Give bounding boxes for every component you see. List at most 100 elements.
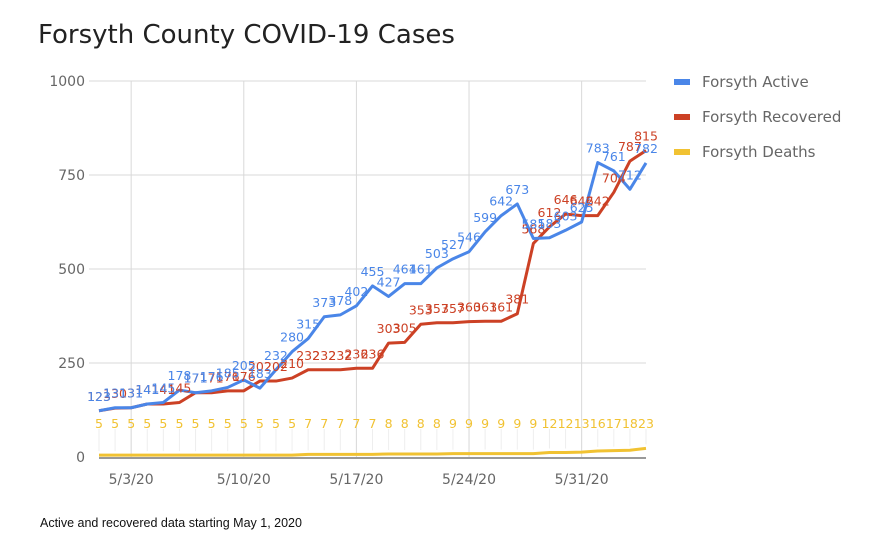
data-label: 171 <box>200 371 224 386</box>
data-label: 7 <box>320 416 328 431</box>
data-label: 461 <box>393 262 417 277</box>
data-label: 815 <box>634 129 658 144</box>
data-label: 381 <box>505 292 529 307</box>
data-label: 130 <box>103 386 127 401</box>
data-label: 5 <box>127 416 135 431</box>
footnote: Active and recovered data starting May 1… <box>40 516 302 530</box>
data-label: 12 <box>542 416 558 431</box>
data-label: 712 <box>618 167 642 182</box>
x-tick-label: 5/31/20 <box>555 472 609 488</box>
data-label: 18 <box>622 416 638 431</box>
legend: Forsyth Active Forsyth Recovered Forsyth D… <box>674 73 841 161</box>
data-label: 5 <box>288 416 296 431</box>
data-label: 176 <box>232 369 256 384</box>
data-label: 5 <box>208 416 216 431</box>
data-label: 210 <box>280 356 304 371</box>
y-tick-label: 750 <box>58 168 85 184</box>
data-label: 642 <box>570 194 594 209</box>
data-label: 202 <box>248 359 272 374</box>
data-label: 5 <box>256 416 264 431</box>
data-label: 236 <box>361 346 385 361</box>
data-label: 5 <box>159 416 167 431</box>
legend-swatch <box>674 114 690 120</box>
data-label: 303 <box>377 321 401 336</box>
series-lines <box>98 149 648 457</box>
data-label: 546 <box>457 230 481 245</box>
data-label: 17 <box>606 416 622 431</box>
data-label: 402 <box>344 284 368 299</box>
x-tick-label: 5/3/20 <box>109 472 154 488</box>
x-axis-ticks: 5/3/20 5/10/20 5/17/20 5/24/20 5/31/20 <box>109 472 609 488</box>
legend-swatch <box>674 79 690 85</box>
data-label: 9 <box>497 416 505 431</box>
data-label: 455 <box>361 264 385 279</box>
data-label: 427 <box>377 274 401 289</box>
data-label: 232 <box>328 348 352 363</box>
data-label: 8 <box>433 416 441 431</box>
data-label: 378 <box>328 293 352 308</box>
data-label: 232 <box>296 348 320 363</box>
data-label: 141 <box>135 382 159 397</box>
data-label: 353 <box>409 302 433 317</box>
data-label: 7 <box>336 416 344 431</box>
data-label: 185 <box>216 365 240 380</box>
data-label: 9 <box>465 416 473 431</box>
data-label: 232 <box>312 348 336 363</box>
data-label: 145 <box>151 380 175 395</box>
data-label: 176 <box>200 369 224 384</box>
chart-title: Forsyth County COVID-19 Cases <box>38 20 455 50</box>
series-line-forsyth-recovered <box>98 149 647 413</box>
data-label: 761 <box>602 149 626 164</box>
y-tick-label: 250 <box>58 356 85 372</box>
data-label: 5 <box>240 416 248 431</box>
data-labels: 5 5 5 5 5 5 5 5 5 5 5 5 5 7 7 7 7 7 8 8 8 8 9 9 9 9 9 9 12 12 13 16 17 18… <box>87 129 658 431</box>
data-label: 23 <box>638 416 654 431</box>
data-label: 581 <box>521 217 545 232</box>
data-label: 8 <box>385 416 393 431</box>
data-label: 5 <box>224 416 232 431</box>
data-label: 361 <box>489 299 513 314</box>
x-tick-label: 5/17/20 <box>329 472 383 488</box>
data-label: 9 <box>529 416 537 431</box>
y-axis-ticks: 0 250 500 750 1000 <box>49 74 85 466</box>
data-label: 783 <box>586 141 610 156</box>
data-label: 171 <box>184 371 208 386</box>
data-label: 625 <box>570 200 594 215</box>
data-label: 787 <box>618 139 642 154</box>
data-label: 131 <box>103 386 127 401</box>
legend-label: Forsyth Deaths <box>702 143 816 161</box>
data-label: 673 <box>505 182 529 197</box>
data-label: 145 <box>168 380 192 395</box>
data-label: 9 <box>513 416 521 431</box>
data-label: 131 <box>119 386 143 401</box>
data-label: 202 <box>264 359 288 374</box>
data-label: 205 <box>232 358 256 373</box>
data-label: 461 <box>409 262 433 277</box>
data-label: 373 <box>312 295 336 310</box>
data-label: 642 <box>586 194 610 209</box>
gridlines <box>89 80 647 459</box>
data-label: 5 <box>175 416 183 431</box>
y-tick-label: 0 <box>76 450 85 466</box>
data-label: 646 <box>554 192 578 207</box>
y-tick-label: 500 <box>58 262 85 278</box>
data-label: 141 <box>135 382 159 397</box>
data-label: 642 <box>489 194 513 209</box>
y-tick-label: 1000 <box>49 74 85 90</box>
data-label: 8 <box>417 416 425 431</box>
data-label: 13 <box>574 416 590 431</box>
data-label: 12 <box>558 416 574 431</box>
data-label: 123 <box>87 389 111 404</box>
data-label: 603 <box>554 208 578 223</box>
data-label: 5 <box>272 416 280 431</box>
data-label: 7 <box>369 416 377 431</box>
data-label: 5 <box>95 416 103 431</box>
data-label: 141 <box>151 382 175 397</box>
data-label: 7 <box>304 416 312 431</box>
data-label: 704 <box>602 170 626 185</box>
data-label: 583 <box>538 216 562 231</box>
x-tick-label: 5/24/20 <box>442 472 496 488</box>
legend-swatch <box>674 149 690 155</box>
data-label: 9 <box>481 416 489 431</box>
